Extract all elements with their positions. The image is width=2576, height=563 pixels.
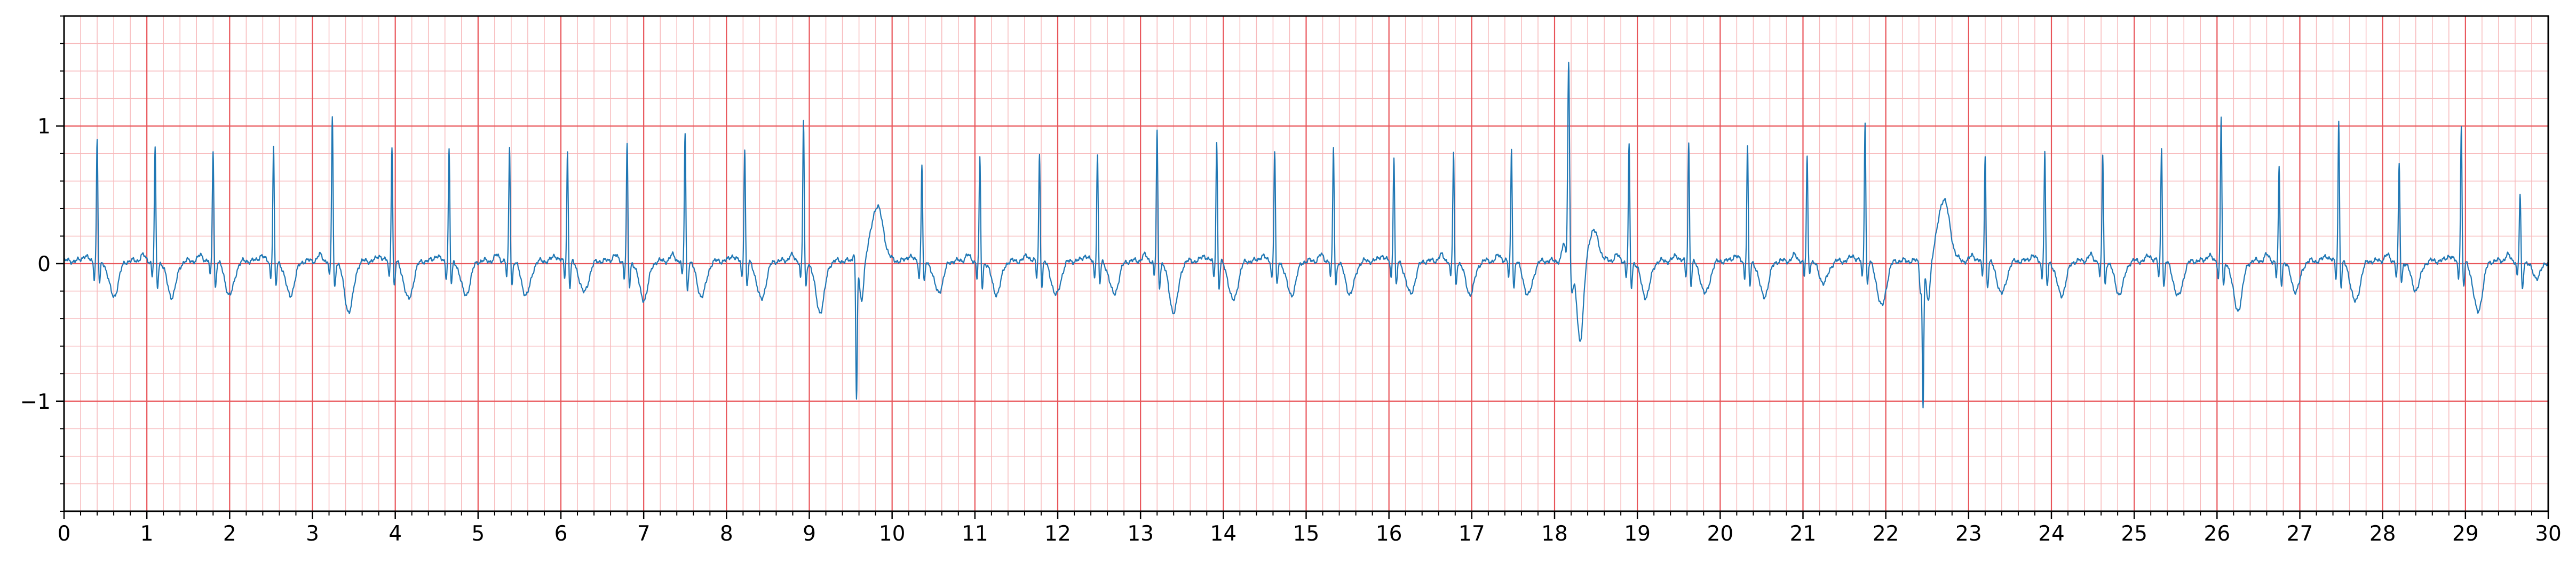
x-tick-label: 25 xyxy=(2121,522,2147,546)
x-tick-label: 1 xyxy=(140,522,154,546)
x-tick-label: 26 xyxy=(2204,522,2231,546)
x-tick-label: 11 xyxy=(962,522,988,546)
x-tick-label: 22 xyxy=(1873,522,1899,546)
x-tick-label: 13 xyxy=(1127,522,1154,546)
x-tick-labels: 0 1 2 3 4 5 6 7 8 9 10 11 12 13 14 15 16 17 18 19 20 21 22 23 24… xyxy=(58,522,2562,546)
y-tick-label: 1 xyxy=(37,115,51,139)
x-tick-label: 14 xyxy=(1210,522,1237,546)
x-tick-label: 15 xyxy=(1293,522,1320,546)
x-tick-label: 17 xyxy=(1459,522,1485,546)
ecg-series-line xyxy=(63,61,2549,409)
x-tick-label: 23 xyxy=(1955,522,1982,546)
x-tick-label: 4 xyxy=(389,522,402,546)
x-tick-label: 28 xyxy=(2369,522,2396,546)
x-tick-label: 29 xyxy=(2452,522,2479,546)
x-tick-label: 18 xyxy=(1541,522,1568,546)
ecg-trace-layer xyxy=(63,61,2549,409)
x-tick-label: 0 xyxy=(58,522,71,546)
x-tick-label: 21 xyxy=(1790,522,1817,546)
x-tick-label: 12 xyxy=(1044,522,1071,546)
x-tick-label: 6 xyxy=(554,522,568,546)
x-tick-label: 8 xyxy=(720,522,733,546)
x-tick-label: 7 xyxy=(637,522,651,546)
x-tick-label: 10 xyxy=(879,522,906,546)
x-tick-label: 2 xyxy=(223,522,236,546)
x-tick-label: 3 xyxy=(306,522,319,546)
major-grid xyxy=(63,16,2549,511)
x-tick-label: 9 xyxy=(803,522,816,546)
y-tick-labels: −1 0 1 xyxy=(20,115,51,414)
x-tick-label: 19 xyxy=(1624,522,1651,546)
x-tick-label: 20 xyxy=(1707,522,1734,546)
x-tick-label: 30 xyxy=(2535,522,2562,546)
axis-ticks xyxy=(56,15,2549,519)
x-tick-label: 24 xyxy=(2038,522,2065,546)
y-tick-label: −1 xyxy=(20,390,51,414)
y-tick-label: 0 xyxy=(37,252,51,276)
x-tick-label: 5 xyxy=(471,522,485,546)
x-tick-label: 27 xyxy=(2287,522,2313,546)
x-tick-label: 16 xyxy=(1376,522,1402,546)
